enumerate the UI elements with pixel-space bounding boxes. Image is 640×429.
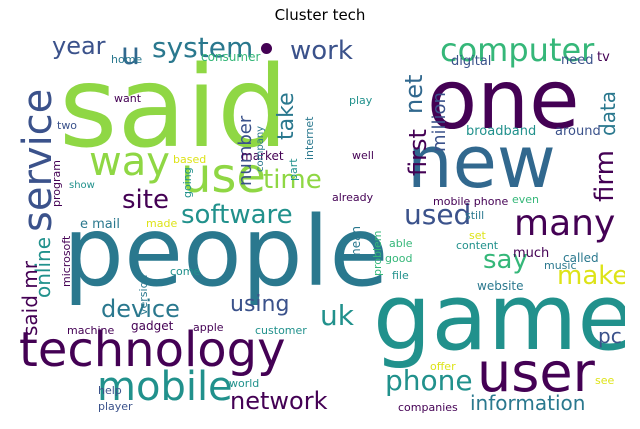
- word-make: make: [557, 261, 625, 291]
- word-computer: computer: [440, 34, 595, 69]
- word-pc: pc: [598, 324, 622, 348]
- word-internet: internet: [303, 116, 316, 161]
- word-u: u: [121, 37, 141, 72]
- word-going: going: [181, 167, 194, 198]
- word-market: market: [241, 149, 284, 163]
- word-one: one: [427, 53, 580, 148]
- word-people: people: [63, 196, 389, 308]
- word-network: network: [230, 387, 328, 415]
- word-using: using: [230, 292, 290, 317]
- word-mobile: mobile: [97, 364, 233, 410]
- word-well: well: [352, 149, 374, 162]
- word-mobile-phone: mobile phone: [433, 195, 509, 208]
- word-part: part: [287, 158, 300, 181]
- word-cloud: said people game one new technology user…: [15, 34, 625, 420]
- word-technology: technology: [19, 322, 286, 378]
- word-many: many: [514, 203, 616, 244]
- word-companies: companies: [398, 401, 458, 414]
- word-based: based: [173, 153, 207, 166]
- word-version: version: [137, 274, 150, 315]
- word-program: program: [50, 160, 63, 207]
- word-music: music: [544, 259, 577, 272]
- word-uk: uk: [320, 299, 354, 332]
- word-site: site: [122, 185, 169, 215]
- word-machine: machine: [67, 324, 115, 337]
- word-show: show: [69, 180, 95, 191]
- word-tv: tv: [597, 50, 610, 65]
- word-take: take: [274, 92, 299, 140]
- word-good: good: [385, 252, 413, 265]
- word-gadget: gadget: [131, 319, 174, 333]
- dot-mark: [261, 43, 272, 54]
- word-user: user: [477, 341, 595, 404]
- word-website: website: [477, 279, 524, 293]
- word-say: say: [483, 245, 528, 275]
- word-made: made: [146, 217, 178, 230]
- word-customer: customer: [255, 324, 307, 337]
- word-content: content: [456, 239, 499, 252]
- word-microsoft: microsoft: [60, 235, 73, 287]
- word-around: around: [555, 124, 601, 139]
- word-want: want: [114, 92, 142, 105]
- word-come: come: [170, 265, 201, 278]
- word-already: already: [332, 191, 374, 204]
- word-world: world: [229, 377, 260, 390]
- word-company: company: [255, 125, 266, 172]
- word-home: home: [111, 53, 143, 66]
- word-play: play: [349, 94, 373, 107]
- word-software: software: [181, 200, 293, 230]
- word-help: help: [98, 384, 122, 397]
- word-able: able: [389, 237, 413, 250]
- word-digital: digital: [451, 54, 492, 69]
- word-data: data: [596, 90, 620, 136]
- word-work: work: [290, 36, 353, 66]
- word-see: see: [595, 374, 615, 387]
- word-time: time: [263, 165, 322, 195]
- word-broadband: broadband: [466, 124, 537, 139]
- word-said: said: [59, 43, 289, 173]
- word-still: still: [465, 209, 485, 222]
- word-called: called: [563, 251, 599, 265]
- word-year: year: [52, 34, 106, 60]
- word-new: new: [407, 120, 556, 204]
- word-problem: problem: [371, 230, 384, 276]
- word-system: system: [152, 34, 254, 64]
- word-game: game: [373, 264, 625, 371]
- word-need: need: [561, 53, 594, 68]
- word-mean: mean: [349, 225, 363, 260]
- word-file: file: [392, 269, 409, 282]
- word-first: first: [404, 129, 432, 176]
- word-phone: phone: [385, 364, 473, 397]
- word-use: use: [181, 148, 266, 204]
- word-information: information: [470, 391, 586, 415]
- word-million: million: [429, 92, 450, 152]
- figure-title: Cluster tech: [274, 6, 366, 24]
- word-way: way: [89, 139, 170, 185]
- word-apple: apple: [193, 321, 224, 334]
- word-said-mr: said mr: [18, 261, 42, 336]
- word-firm: firm: [590, 150, 620, 202]
- word-even: even: [512, 193, 540, 206]
- word-net: net: [400, 74, 428, 114]
- word-two: two: [57, 119, 78, 132]
- word-player: player: [98, 400, 133, 413]
- word-set: set: [469, 229, 486, 242]
- word-device: device: [101, 295, 180, 323]
- word-e-mail: e mail: [80, 217, 120, 232]
- word-offer: offer: [430, 360, 456, 373]
- word-much: much: [513, 246, 550, 261]
- word-consumer: consumer: [201, 50, 261, 64]
- word-used: used: [404, 198, 472, 231]
